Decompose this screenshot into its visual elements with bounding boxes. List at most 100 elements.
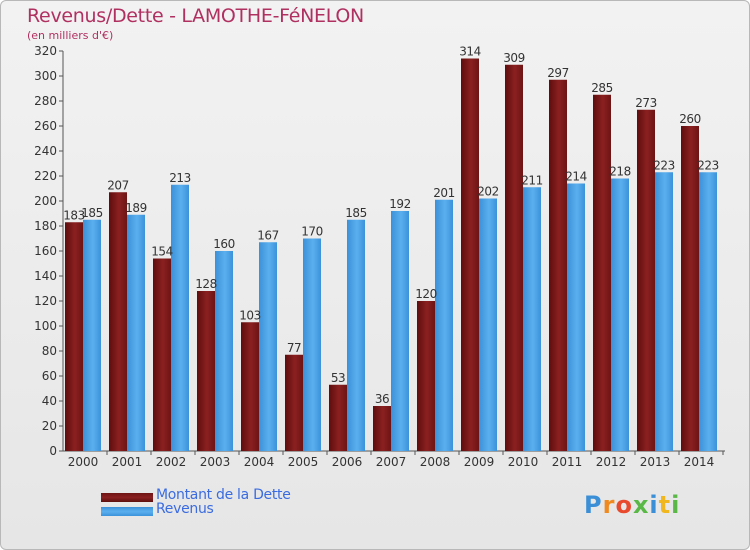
bar-revenus xyxy=(127,214,145,451)
data-label-revenus: 218 xyxy=(609,165,630,179)
data-label-revenus: 160 xyxy=(213,237,234,251)
x-tick-label: 2001 xyxy=(112,455,143,469)
x-tick-label: 2000 xyxy=(68,455,99,469)
bar-debt xyxy=(505,64,523,451)
data-label-revenus: 214 xyxy=(565,170,586,184)
bar-debt xyxy=(461,58,479,451)
data-label-revenus: 185 xyxy=(345,206,366,220)
y-tick-label: 140 xyxy=(34,269,57,283)
x-tick-label: 2003 xyxy=(200,455,231,469)
data-label-revenus: 170 xyxy=(301,225,322,239)
legend-label-revenus: Revenus xyxy=(156,501,214,517)
y-tick-label: 120 xyxy=(34,294,57,308)
bar-debt xyxy=(109,192,127,451)
logo-letter: i xyxy=(671,491,681,519)
data-label-revenus: 201 xyxy=(433,186,454,200)
y-tick-label: 300 xyxy=(34,69,57,83)
y-tick-label: 260 xyxy=(34,119,57,133)
bar-debt xyxy=(681,126,699,451)
y-tick-label: 160 xyxy=(34,244,57,258)
logo-letter: P xyxy=(584,491,603,519)
bar-debt xyxy=(329,384,347,451)
data-label-revenus: 223 xyxy=(697,158,718,172)
x-tick-label: 2010 xyxy=(508,455,539,469)
logo-letter: r xyxy=(602,491,616,519)
data-label-revenus: 192 xyxy=(389,197,410,211)
bar-revenus xyxy=(83,219,101,451)
x-tick-label: 2012 xyxy=(596,455,627,469)
y-tick-label: 40 xyxy=(42,394,57,408)
data-label-debt: 128 xyxy=(195,277,216,291)
data-label-revenus: 213 xyxy=(169,171,190,185)
bar-debt xyxy=(593,94,611,451)
data-label-debt: 53 xyxy=(331,371,345,385)
data-label-debt: 103 xyxy=(239,308,260,322)
legend-swatch-debt xyxy=(101,493,153,502)
y-tick-label: 280 xyxy=(34,94,57,108)
y-tick-label: 200 xyxy=(34,194,57,208)
logo-letter: t xyxy=(658,491,672,519)
data-label-debt: 285 xyxy=(591,81,612,95)
chart-title: Revenus/Dette - LAMOTHE-FéNELON xyxy=(27,5,364,27)
bar-revenus xyxy=(611,178,629,451)
bar-revenus xyxy=(435,199,453,451)
y-tick-label: 100 xyxy=(34,319,57,333)
bar-revenus xyxy=(347,219,365,451)
y-tick-label: 20 xyxy=(42,419,57,433)
chart-subtitle: (en milliers d'€) xyxy=(27,29,114,42)
bar-revenus xyxy=(567,183,585,451)
legend-swatch-revenus xyxy=(101,507,153,516)
data-label-debt: 77 xyxy=(287,341,301,355)
bar-debt xyxy=(373,406,391,451)
bar-revenus xyxy=(215,251,233,451)
bar-debt xyxy=(197,291,215,451)
bar-debt xyxy=(285,354,303,451)
x-tick-label: 2009 xyxy=(464,455,495,469)
bar-revenus xyxy=(655,172,673,451)
data-label-debt: 36 xyxy=(375,392,389,406)
data-label-debt: 120 xyxy=(415,287,436,301)
bar-debt xyxy=(65,222,83,451)
bar-revenus xyxy=(699,172,717,451)
logo-letter: i xyxy=(649,491,659,519)
bar-debt xyxy=(637,109,655,451)
data-label-debt: 314 xyxy=(459,45,480,59)
data-label-revenus: 185 xyxy=(81,206,102,220)
bar-debt xyxy=(549,79,567,451)
data-label-debt: 273 xyxy=(635,96,656,110)
x-tick-label: 2004 xyxy=(244,455,275,469)
x-tick-label: 2013 xyxy=(640,455,671,469)
logo-letter: x xyxy=(632,491,650,519)
data-label-debt: 207 xyxy=(107,178,128,192)
bar-revenus xyxy=(523,187,541,451)
bar-debt xyxy=(241,322,259,451)
proxiti-logo: Proxiti xyxy=(584,491,680,519)
data-label-revenus: 223 xyxy=(653,158,674,172)
y-tick-label: 320 xyxy=(34,44,57,58)
x-tick-label: 2002 xyxy=(156,455,187,469)
data-label-debt: 183 xyxy=(63,208,84,222)
x-tick-label: 2005 xyxy=(288,455,319,469)
x-tick-label: 2007 xyxy=(376,455,407,469)
y-tick-label: 0 xyxy=(49,444,57,458)
data-label-revenus: 167 xyxy=(257,228,278,242)
x-tick-label: 2011 xyxy=(552,455,583,469)
y-tick-label: 60 xyxy=(42,369,57,383)
x-tick-label: 2006 xyxy=(332,455,363,469)
bar-revenus xyxy=(391,211,409,451)
legend-label-debt: Montant de la Dette xyxy=(156,487,291,503)
data-label-debt: 154 xyxy=(151,245,172,259)
bar-revenus xyxy=(303,238,321,451)
data-label-debt: 309 xyxy=(503,51,524,65)
data-label-revenus: 189 xyxy=(125,201,146,215)
data-label-revenus: 211 xyxy=(521,173,542,187)
y-tick-label: 80 xyxy=(42,344,57,358)
y-tick-label: 240 xyxy=(34,144,57,158)
x-tick-label: 2008 xyxy=(420,455,451,469)
bar-revenus xyxy=(479,198,497,451)
bar-revenus xyxy=(259,242,277,451)
x-tick-label: 2014 xyxy=(684,455,715,469)
bar-debt xyxy=(153,258,171,451)
data-label-debt: 297 xyxy=(547,66,568,80)
